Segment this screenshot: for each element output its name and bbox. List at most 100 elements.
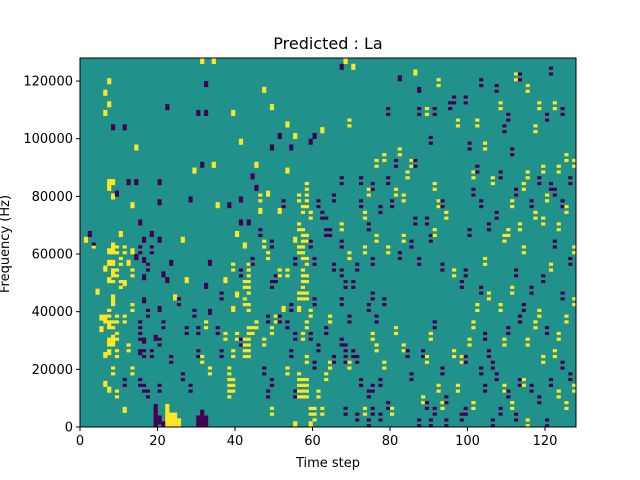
heatmap-cell xyxy=(122,406,127,410)
heatmap-cell xyxy=(393,193,399,197)
heatmap-cell xyxy=(324,216,329,220)
heatmap-cell xyxy=(366,418,371,422)
heatmap-cell xyxy=(521,383,526,387)
heatmap-cell xyxy=(324,372,329,376)
heatmap-cell xyxy=(432,326,437,330)
heatmap-cell xyxy=(401,233,406,238)
y-tick-label: 100000 xyxy=(23,132,73,147)
heatmap-cell xyxy=(238,219,244,223)
heatmap-cell xyxy=(145,389,151,393)
heatmap-cell xyxy=(304,291,309,295)
heatmap-cell xyxy=(517,377,523,382)
heatmap-cell xyxy=(165,403,170,408)
heatmap-cell xyxy=(188,199,193,203)
heatmap-cell xyxy=(204,81,209,85)
heatmap-cell xyxy=(111,196,116,200)
heatmap-cell xyxy=(347,314,352,318)
heatmap-cell xyxy=(502,124,507,128)
heatmap-cell xyxy=(122,279,127,284)
heatmap-cell xyxy=(316,389,321,393)
heatmap-cell xyxy=(362,210,368,214)
heatmap-cell xyxy=(138,326,143,330)
heatmap-cell xyxy=(153,412,158,416)
heatmap-cell xyxy=(510,291,515,295)
heatmap-cell xyxy=(378,210,383,214)
heatmap-cell xyxy=(498,412,503,416)
heatmap-cell xyxy=(424,107,430,111)
heatmap-cell xyxy=(405,354,410,359)
heatmap-cell xyxy=(300,377,306,382)
heatmap-cell xyxy=(227,205,232,209)
heatmap-cell xyxy=(564,406,569,410)
heatmap-cell xyxy=(382,360,387,364)
heatmap-cell xyxy=(118,285,123,289)
heatmap-cell xyxy=(378,377,383,382)
heatmap-cell xyxy=(254,161,259,165)
heatmap-cell xyxy=(343,406,348,410)
heatmap-cell xyxy=(134,179,139,183)
heatmap-cell xyxy=(552,354,557,359)
heatmap-cell xyxy=(161,271,166,275)
heatmap-cell xyxy=(312,132,317,137)
heatmap-cell xyxy=(339,181,344,186)
heatmap-cell xyxy=(452,268,457,272)
heatmap-cell xyxy=(157,383,162,387)
heatmap-cell xyxy=(424,112,430,116)
heatmap-cell xyxy=(506,326,511,330)
heatmap-cell xyxy=(142,239,147,243)
heatmap-cell xyxy=(502,383,507,387)
heatmap-cell xyxy=(444,418,449,422)
heatmap-cell xyxy=(393,187,399,191)
heatmap-cell xyxy=(153,418,158,422)
heatmap-cell xyxy=(417,107,422,111)
heatmap-cell xyxy=(552,239,557,243)
heatmap-cell xyxy=(122,245,127,249)
heatmap-cell xyxy=(169,418,174,422)
heatmap-cell xyxy=(196,354,201,359)
heatmap-cell xyxy=(107,279,112,284)
x-tick-label: 120 xyxy=(533,434,558,449)
heatmap-cell xyxy=(130,372,135,376)
heatmap-cell xyxy=(165,409,170,413)
heatmap-cell xyxy=(525,424,530,428)
heatmap-cell xyxy=(494,216,499,220)
heatmap-cell xyxy=(300,268,306,272)
heatmap-cell xyxy=(417,262,422,266)
heatmap-cell xyxy=(87,230,92,235)
heatmap-cell xyxy=(537,395,542,399)
heatmap-cell xyxy=(200,418,205,422)
heatmap-cell xyxy=(107,340,112,344)
heatmap-cell xyxy=(479,291,484,295)
heatmap-cell xyxy=(347,256,352,261)
heatmap-cell xyxy=(204,83,209,88)
heatmap-cell xyxy=(552,245,557,249)
heatmap-cell xyxy=(471,401,476,405)
heatmap-cell xyxy=(200,409,205,413)
heatmap-cell xyxy=(142,297,147,301)
heatmap-cell xyxy=(347,320,352,324)
heatmap-cell xyxy=(266,190,271,194)
heatmap-cell xyxy=(331,354,337,359)
heatmap-cell xyxy=(560,291,565,295)
heatmap-cell xyxy=(215,326,220,330)
heatmap-cell xyxy=(556,222,561,226)
heatmap-cell xyxy=(541,216,546,220)
heatmap-cell xyxy=(130,366,135,370)
heatmap-cell xyxy=(161,320,166,324)
heatmap-cell xyxy=(107,314,112,318)
heatmap-cell xyxy=(552,349,557,353)
heatmap-cell xyxy=(169,360,174,364)
heatmap-cell xyxy=(246,222,251,226)
heatmap-cell xyxy=(444,395,449,399)
heatmap-cell xyxy=(138,320,143,324)
heatmap-cell xyxy=(107,389,112,393)
heatmap-cell xyxy=(421,349,426,353)
heatmap-cell xyxy=(479,285,484,289)
heatmap-cell xyxy=(118,279,123,284)
heatmap-cell xyxy=(359,377,364,382)
heatmap-cell xyxy=(339,274,344,278)
heatmap-cell xyxy=(424,360,430,364)
heatmap-cell xyxy=(180,239,185,243)
x-tick-label: 60 xyxy=(304,434,321,449)
heatmap-cell xyxy=(386,401,391,405)
